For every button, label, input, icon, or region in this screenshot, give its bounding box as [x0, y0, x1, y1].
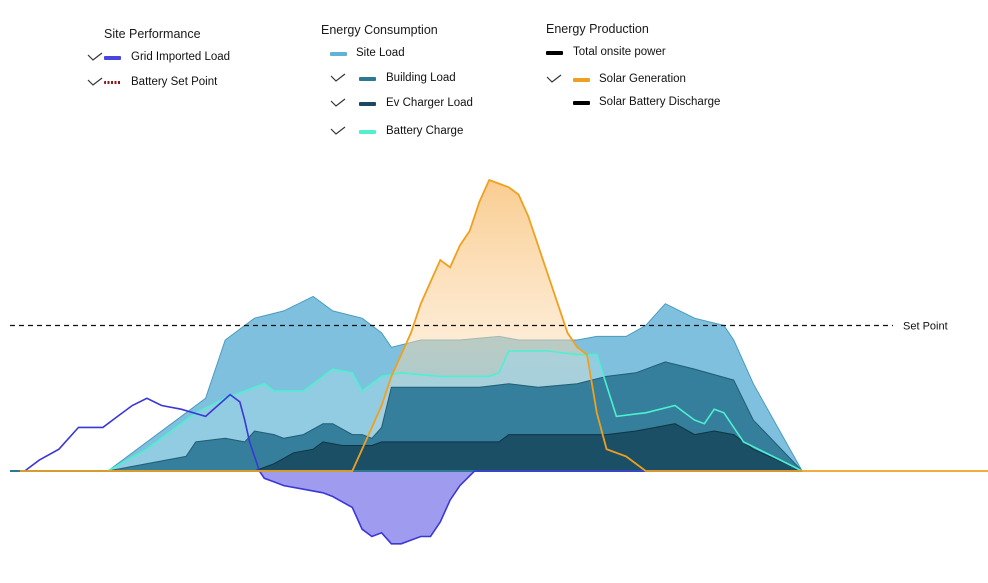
- legend-title-site-performance: Site Performance: [104, 27, 201, 41]
- legend-title-energy-production: Energy Production: [546, 22, 649, 36]
- legend-swatch: [359, 77, 376, 81]
- legend-item-total-onsite-power[interactable]: Total onsite power: [546, 46, 666, 71]
- legend-title-energy-consumption: Energy Consumption: [321, 23, 438, 37]
- legend-label: Solar Battery Discharge: [599, 96, 721, 108]
- grid-imported-load-area: [259, 471, 475, 544]
- series-lines: [19, 178, 988, 545]
- legend-item-building-load[interactable]: Building Load: [321, 72, 456, 97]
- battery-charge-line[interactable]: [107, 350, 803, 472]
- legend-item-battery-set-point[interactable]: Battery Set Point: [87, 76, 217, 101]
- legend-item-solar-battery-discharge[interactable]: Solar Battery Discharge: [546, 96, 720, 121]
- legend-item-grid-imported-load[interactable]: Grid Imported Load: [87, 51, 230, 76]
- legend-item-ev-charger-load[interactable]: Ev Charger Load: [321, 97, 473, 122]
- legend-swatch: [573, 101, 590, 105]
- legend-item-battery-charge[interactable]: Battery Charge: [321, 125, 463, 150]
- checkmark-icon: [546, 74, 562, 83]
- set-point-label: Set Point: [903, 321, 948, 333]
- legend-label: Site Load: [356, 47, 405, 59]
- legend-energy-production: Energy Production Total onsite power Sol…: [546, 22, 720, 121]
- checkmark-icon: [330, 73, 346, 82]
- legend-item-solar-generation[interactable]: Solar Generation: [546, 73, 686, 98]
- legend-label: Ev Charger Load: [386, 97, 473, 109]
- checkmark-icon: [87, 52, 103, 61]
- legend-label: Total onsite power: [573, 46, 666, 58]
- checkmark-icon: [330, 126, 346, 135]
- grid-imported-load-line[interactable]: [24, 393, 803, 545]
- set-point-layer: Set Point: [10, 321, 948, 333]
- grid-imported-layer: [259, 471, 475, 544]
- legend-energy-consumption: Energy Consumption Site Load Building Lo…: [321, 23, 473, 150]
- legend-swatch: [359, 130, 376, 134]
- legend-swatch: [104, 56, 121, 60]
- solar-generation-line[interactable]: [19, 178, 988, 472]
- legend-label: Grid Imported Load: [131, 51, 231, 63]
- legend-swatch: [104, 81, 121, 84]
- checkmark-icon: [330, 98, 346, 107]
- legend-label: Battery Set Point: [131, 76, 218, 88]
- legend-label: Building Load: [386, 72, 456, 84]
- legend-label: Battery Charge: [386, 125, 464, 137]
- legend-label: Solar Generation: [599, 73, 686, 85]
- checkmark-icon: [87, 77, 103, 86]
- legend-swatch: [359, 102, 376, 106]
- legend-item-site-load[interactable]: Site Load: [321, 47, 438, 72]
- legend-swatch: [330, 52, 347, 56]
- legend-swatch: [546, 51, 563, 55]
- legend-site-performance: Site Performance Grid Imported Load Batt…: [87, 27, 230, 101]
- legend-swatch: [573, 78, 590, 82]
